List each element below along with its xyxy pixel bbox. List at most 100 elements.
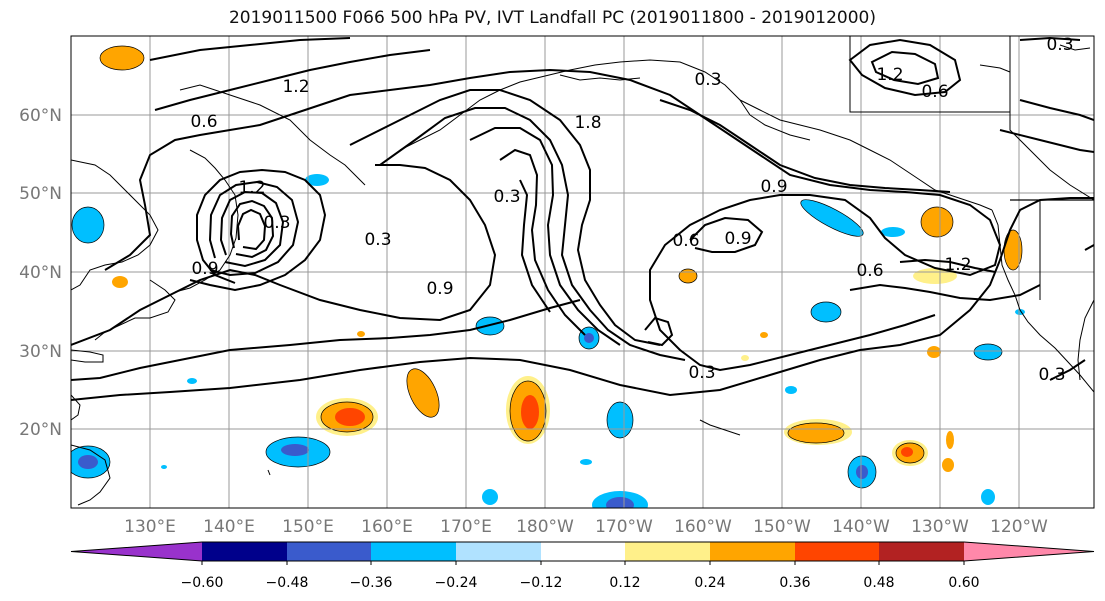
colorbar-segment <box>964 542 1094 561</box>
contour-label: 0.6 <box>856 261 883 281</box>
graticule <box>71 36 1094 508</box>
pc-patch <box>482 489 498 505</box>
contour-label: 0.3 <box>694 70 721 90</box>
contour-label: 1.2 <box>238 178 265 198</box>
pc-patch <box>357 331 365 337</box>
colorbar-tick-label: 0.48 <box>863 575 894 591</box>
contour-label: 1.8 <box>574 113 601 133</box>
pc-patch <box>305 174 329 186</box>
lon-tick-label: 140°E <box>203 517 255 537</box>
contour-label: 1.2 <box>876 65 903 85</box>
axis-tick-labels: 130°E 140°E 150°E 160°E 170°E 180°W 170°W 160°W… <box>19 106 1048 537</box>
lon-tick-label: 140°W <box>832 517 890 537</box>
colorbar-tick-label: 0.60 <box>948 575 979 591</box>
colorbar-segment <box>287 542 371 561</box>
pc-patch <box>946 431 954 449</box>
colorbar-segment <box>456 542 541 561</box>
lat-tick-label: 50°N <box>19 184 62 204</box>
coastlines <box>71 36 1094 506</box>
pc-patch <box>973 343 1003 361</box>
lon-tick-label: 120°W <box>990 517 1048 537</box>
colorbar-segment <box>795 542 879 561</box>
map-title: 2019011500 F066 500 hPa PV, IVT Landfall… <box>228 8 876 28</box>
colorbar-tick-label: −0.48 <box>266 575 309 591</box>
colorbar-tick-label: −0.60 <box>181 575 224 591</box>
lat-tick-label: 40°N <box>19 263 62 283</box>
contour-label: 0.3 <box>1046 35 1073 55</box>
contour-label: 1.2 <box>282 77 309 97</box>
colorbar-tick-label: 0.36 <box>779 575 810 591</box>
contour-label: 0.6 <box>921 82 948 102</box>
colorbar-segment <box>625 542 710 561</box>
colorbar-tick-label: 0.12 <box>609 575 640 591</box>
pc-patch <box>920 206 954 238</box>
pc-patch <box>760 332 768 338</box>
pc-patch <box>800 199 864 237</box>
contour-label: 0.9 <box>191 259 218 279</box>
pc-patch <box>584 333 594 343</box>
pc-patch <box>606 497 634 508</box>
pc-patch <box>785 386 797 394</box>
lon-tick-label: 170°E <box>440 517 492 537</box>
lon-tick-label: 160°W <box>674 517 732 537</box>
pc-patch <box>187 378 197 384</box>
colorbar-segment <box>879 542 964 561</box>
colorbar-tick-label: −0.24 <box>435 575 478 591</box>
pc-patch <box>112 276 128 288</box>
colorbar: −0.60 −0.48 −0.36 −0.24 −0.12 0.12 0.24 0.36 0.4… <box>70 541 1095 591</box>
pc-patch <box>942 458 954 472</box>
colorbar-segment <box>710 542 795 561</box>
pc-patch <box>678 268 698 284</box>
colorbar-tick-label: 0.24 <box>694 575 725 591</box>
lon-tick-label: 150°W <box>753 517 811 537</box>
contour-label: 0.6 <box>672 231 699 251</box>
map-frame <box>70 35 1095 509</box>
contour-label: 1.2 <box>944 255 971 275</box>
pc-patch <box>78 455 98 469</box>
pc-patch <box>901 447 913 457</box>
colorbar-tick-label: −0.12 <box>520 575 563 591</box>
colorbar-segment <box>541 542 625 561</box>
pc-patch <box>606 401 634 439</box>
contour-label: 0.9 <box>724 229 751 249</box>
pc-patch <box>981 489 995 505</box>
pc-patch <box>580 459 592 465</box>
pc-patch <box>881 227 905 237</box>
pc-patch <box>810 301 842 323</box>
colorbar-segment <box>71 542 202 561</box>
contour-label: 0.3 <box>1038 365 1065 385</box>
pc-patch <box>406 368 440 418</box>
pc-patch <box>787 422 845 444</box>
lon-tick-label: 130°E <box>124 517 176 537</box>
lat-tick-label: 30°N <box>19 342 62 362</box>
contour-label-layer: 1.2 0.6 1.8 0.3 0.3 0.9 0.3 0.9 0.6 0.9 … <box>190 35 1073 385</box>
contour-label: 0.3 <box>364 230 391 250</box>
pv-contours <box>71 36 1094 401</box>
pc-patch <box>99 45 145 71</box>
lon-tick-label: 160°E <box>361 517 413 537</box>
colorbar-tick-label: −0.36 <box>350 575 393 591</box>
colorbar-segment <box>202 542 287 561</box>
contour-label: 0.9 <box>426 279 453 299</box>
colorbar-segment <box>371 542 456 561</box>
pc-fill-layer <box>71 45 1025 508</box>
pc-patch <box>927 346 941 358</box>
lon-tick-label: 150°E <box>282 517 334 537</box>
pc-patch <box>856 465 868 479</box>
lat-tick-label: 20°N <box>19 420 62 440</box>
contour-label: 0.3 <box>493 187 520 207</box>
lat-tick-label: 60°N <box>19 106 62 126</box>
pc-patch <box>521 395 539 429</box>
pc-patch <box>281 444 309 456</box>
contour-label: 0.6 <box>190 112 217 132</box>
pc-patch <box>161 465 167 469</box>
lon-tick-label: 180°W <box>516 517 574 537</box>
pc-patch <box>335 408 365 426</box>
lon-tick-label: 170°W <box>595 517 653 537</box>
contour-label: 0.3 <box>688 363 715 383</box>
lon-tick-label: 130°W <box>911 517 969 537</box>
pc-patch <box>741 355 749 361</box>
contour-label: 0.9 <box>760 177 787 197</box>
pc-patch <box>71 206 105 244</box>
